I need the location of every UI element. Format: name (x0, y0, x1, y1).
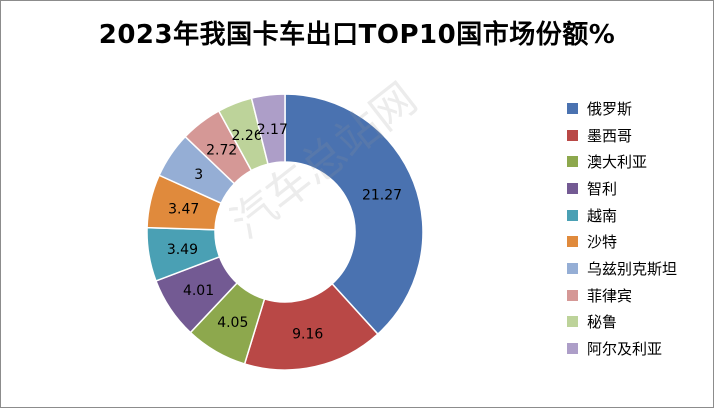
data-label-0: 21.27 (362, 187, 402, 203)
legend-label: 俄罗斯 (587, 99, 633, 118)
legend-label: 阿尔及利亚 (587, 340, 663, 359)
legend-swatch (567, 316, 578, 328)
legend-swatch (567, 182, 578, 194)
legend-swatch (567, 343, 578, 355)
legend-item: 秘鲁 (567, 309, 677, 336)
legend-label: 乌兹别克斯坦 (587, 259, 678, 278)
legend-label: 智利 (587, 179, 618, 198)
legend-swatch (567, 156, 578, 168)
legend-swatch (567, 236, 578, 248)
legend-label: 沙特 (587, 233, 618, 252)
data-label-2: 4.05 (217, 315, 248, 331)
legend-swatch (567, 102, 578, 114)
data-label-6: 3 (194, 167, 203, 183)
legend-item: 智利 (567, 175, 677, 202)
legend-swatch (567, 129, 578, 141)
legend-item: 菲律宾 (567, 282, 677, 309)
legend-swatch (567, 289, 578, 301)
data-label-7: 2.72 (206, 142, 237, 158)
legend-item: 越南 (567, 202, 677, 229)
chart-title: 2023年我国卡车出口TOP10国市场份额% (98, 20, 616, 50)
legend-label: 墨西哥 (587, 126, 633, 145)
legend-label: 秘鲁 (587, 313, 618, 332)
legend-item: 澳大利亚 (567, 148, 677, 175)
data-label-3: 4.01 (183, 283, 214, 299)
donut-slice-9 (250, 93, 286, 166)
legend-item: 沙特 (567, 228, 677, 255)
data-label-5: 3.47 (168, 202, 199, 218)
legend-label: 越南 (587, 206, 618, 225)
legend-item: 俄罗斯 (567, 95, 677, 122)
data-label-1: 9.16 (292, 326, 323, 342)
donut-slice-0 (284, 93, 424, 336)
legend-swatch (567, 262, 578, 274)
data-label-8: 2.26 (232, 128, 263, 144)
legend-item: 墨西哥 (567, 122, 677, 149)
data-label-4: 3.49 (167, 242, 198, 258)
legend-item: 阿尔及利亚 (567, 335, 677, 362)
legend-swatch (567, 209, 578, 221)
legend-item: 乌兹别克斯坦 (567, 255, 677, 282)
data-label-9: 2.17 (257, 122, 288, 138)
legend-label: 菲律宾 (587, 286, 633, 305)
chart-legend: 俄罗斯墨西哥澳大利亚智利越南沙特乌兹别克斯坦 菲律宾秘鲁阿尔及利亚 (567, 95, 677, 362)
legend-label: 澳大利亚 (587, 153, 648, 172)
